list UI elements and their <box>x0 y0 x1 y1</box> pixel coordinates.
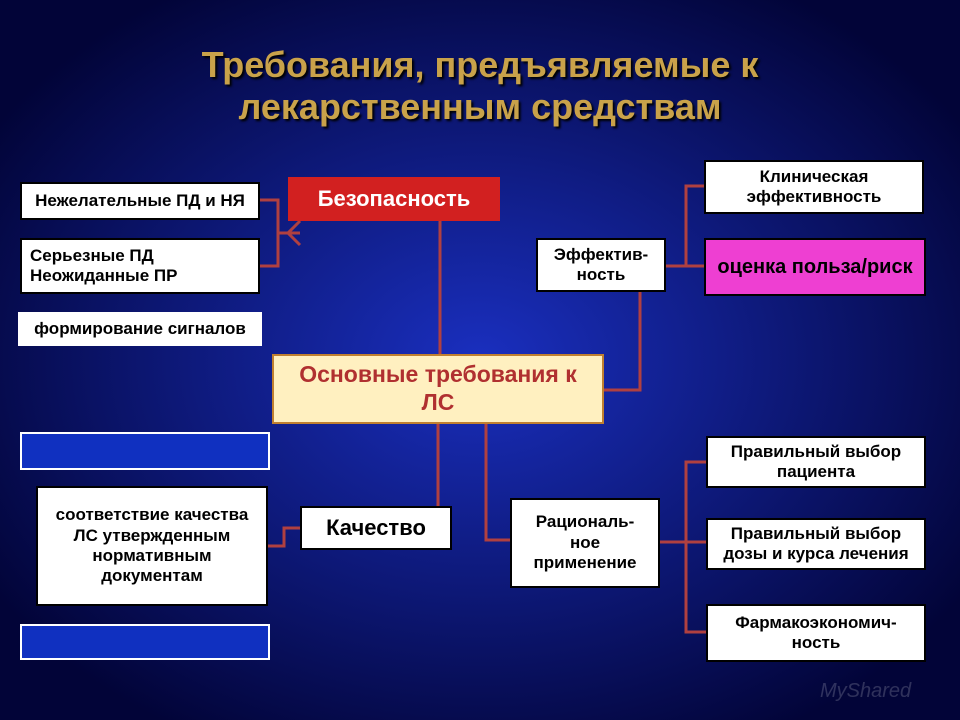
box-compliance: соответствие качества ЛС утвержденным но… <box>36 486 268 606</box>
box-serious: Серьезные ПД Неожиданные ПР <box>20 238 260 294</box>
box-signals: формирование сигналов <box>18 312 262 346</box>
box-clinical: Клиническая эффективность <box>704 160 924 214</box>
connector-1 <box>666 186 704 266</box>
box-pharmaco: Фармакоэкономич- ность <box>706 604 926 662</box>
slide-title: Требования, предъявляемые к лекарственны… <box>0 44 960 128</box>
diagram-stage: Требования, предъявляемые к лекарственны… <box>0 0 960 720</box>
watermark: MyShared <box>820 680 911 703</box>
box-safety: Безопасность <box>288 177 500 221</box>
box-rational: Рациональ- ное применение <box>510 498 660 588</box>
box-dose: Правильный выбор дозы и курса лечения <box>706 518 926 570</box>
box-quality: Качество <box>300 506 452 550</box>
box-empty_left <box>20 432 270 470</box>
box-empty_left2 <box>20 624 270 660</box>
box-benefit_risk: оценка польза/риск <box>704 238 926 296</box>
box-patient: Правильный выбор пациента <box>706 436 926 488</box>
box-main: Основные требования к ЛС <box>272 354 604 424</box>
connector-7 <box>660 462 706 632</box>
box-effective: Эффектив-ность <box>536 238 666 292</box>
connector-6 <box>268 528 300 546</box>
box-adverse: Нежелательные ПД и НЯ <box>20 182 260 220</box>
connector-5 <box>486 424 510 540</box>
